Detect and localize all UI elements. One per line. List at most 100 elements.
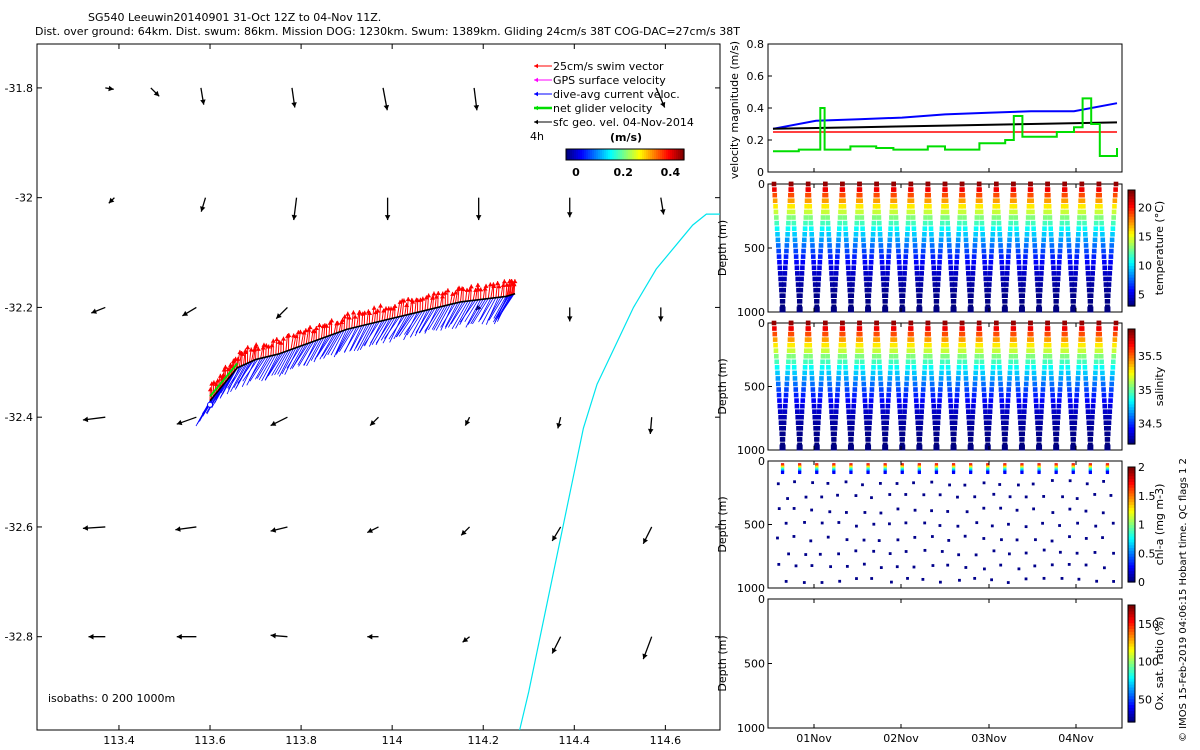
profile-point: [901, 287, 906, 293]
profile-point: [927, 348, 933, 354]
profile-point: [1096, 187, 1102, 192]
profile-point: [1034, 414, 1040, 420]
profile-point: [1038, 420, 1043, 426]
section-colorbar-cell: [1128, 198, 1135, 203]
profile-point: [821, 342, 827, 348]
profile-point: [1057, 248, 1063, 254]
swim-vector-head: [378, 303, 384, 308]
chl-point: [888, 493, 892, 496]
profile-point: [854, 226, 859, 231]
profile-point: [894, 365, 900, 370]
profile-point: [998, 243, 1003, 248]
profile-point: [852, 248, 858, 254]
profile-point: [915, 425, 921, 431]
section-colorbar-cell: [1128, 553, 1135, 557]
profile-point: [772, 198, 778, 204]
section-colorbar-cell: [1128, 645, 1135, 650]
profile-point: [961, 342, 966, 348]
profile-point: [994, 192, 1000, 198]
section-colorbar-cell: [1128, 406, 1135, 411]
profile-point: [805, 181, 811, 187]
profile-point: [919, 271, 924, 276]
profile-point: [919, 403, 925, 409]
profile-point: [978, 209, 984, 215]
profile-point: [936, 265, 942, 271]
profile-point: [1045, 320, 1050, 326]
profile-point: [1100, 243, 1106, 248]
section-colorbar-cell: [1128, 380, 1135, 385]
profile-point: [954, 254, 960, 259]
colorbar-cell: [604, 149, 607, 160]
profile-point: [826, 226, 831, 231]
swim-vector-head: [460, 286, 466, 291]
profile-point: [1108, 259, 1113, 265]
profile-point: [1065, 226, 1071, 231]
profile-point: [1055, 282, 1061, 287]
dac-vector: [380, 317, 396, 341]
map-xtick-label: 114.2: [467, 734, 499, 747]
profile-point: [1028, 331, 1034, 337]
chl-point: [1031, 482, 1035, 486]
sfc-velocity-vector: [270, 416, 288, 427]
profile-point: [847, 287, 853, 293]
profile-point: [921, 381, 926, 387]
chl-point: [776, 482, 780, 486]
profile-point: [1091, 387, 1097, 392]
chl-point: [930, 480, 934, 484]
profile-point: [903, 254, 909, 259]
chl-point: [964, 566, 968, 569]
profile-point: [838, 204, 844, 209]
profile-point: [914, 265, 919, 271]
section-colorbar-cell: [1128, 713, 1135, 717]
chl-point: [854, 494, 858, 497]
chl-point: [786, 497, 789, 500]
coastline: [519, 213, 720, 731]
profile-point: [884, 276, 890, 282]
profile-point: [1097, 198, 1103, 204]
chl-point: [956, 495, 959, 499]
profile-point: [814, 298, 820, 304]
chl-point: [845, 564, 849, 568]
dac-vector: [467, 298, 484, 325]
profile-point: [871, 365, 876, 370]
profile-point: [854, 359, 860, 365]
profile-point: [1041, 381, 1046, 387]
profile-point: [920, 248, 926, 254]
dac-vector: [271, 351, 287, 376]
profile-point: [969, 420, 975, 426]
profile-point: [929, 237, 935, 243]
profile-point: [1073, 403, 1079, 409]
section-colorbar-cell: [1128, 507, 1135, 511]
profile-point: [772, 331, 778, 337]
profile-point: [865, 444, 872, 451]
profile-point: [1007, 365, 1013, 370]
profile-point: [934, 437, 940, 442]
dac-vector: [359, 322, 375, 351]
profile-point: [1060, 215, 1065, 220]
profile-point: [819, 376, 824, 381]
profile-point: [891, 181, 896, 187]
profile-point: [1102, 403, 1108, 409]
colorbar-cell: [618, 149, 621, 160]
colorbar-cell: [658, 149, 661, 160]
profile-point: [791, 220, 797, 226]
track-start-marker: [207, 401, 214, 408]
profile-point: [775, 370, 780, 376]
profile-point: [1018, 287, 1024, 293]
dac-vector: [424, 306, 441, 332]
profile-point: [990, 231, 996, 237]
chl-point: [832, 470, 836, 475]
sfc-velocity-vector: [556, 417, 562, 429]
profile-point: [816, 420, 821, 426]
profile-point: [918, 282, 924, 287]
profile-point: [1094, 348, 1100, 354]
section-colorbar-cell: [1128, 248, 1135, 252]
section-colorbar-cell: [1128, 259, 1135, 264]
profile-point: [925, 320, 931, 326]
swim-vector-head: [496, 284, 502, 289]
profile-point: [869, 387, 875, 392]
dac-vector: [267, 352, 284, 377]
swim-vector-head: [404, 302, 410, 307]
profile-point: [1088, 293, 1094, 299]
